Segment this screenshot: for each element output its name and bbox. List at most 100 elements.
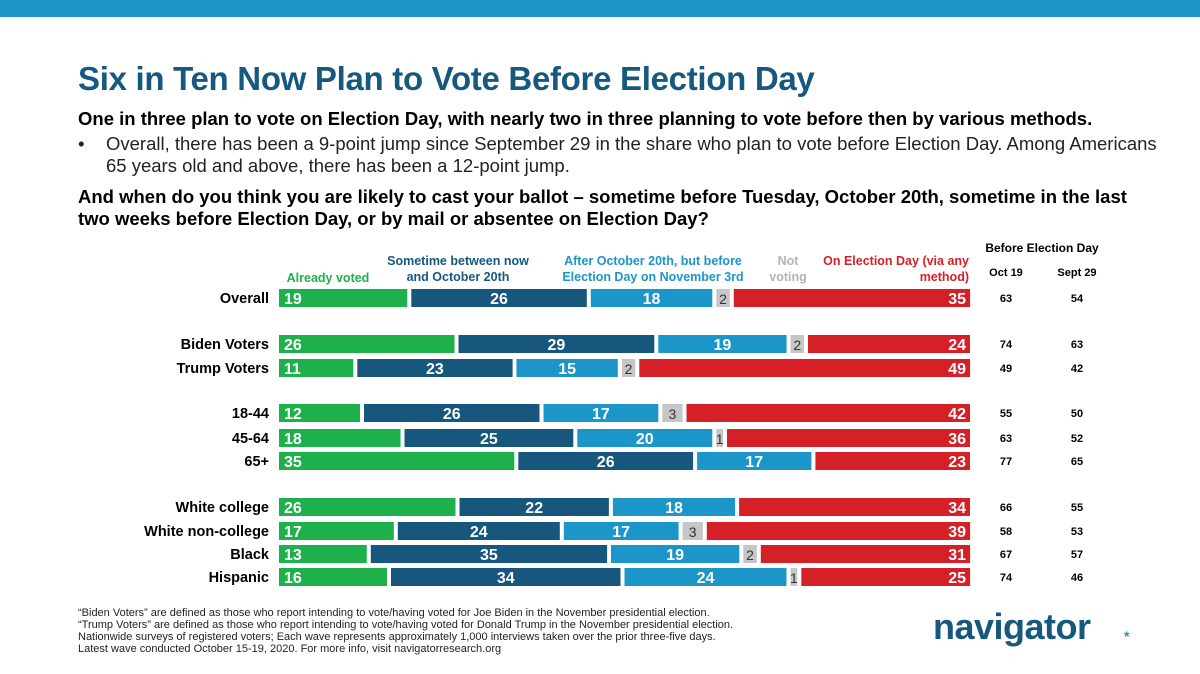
page-subtitle: One in three plan to vote on Election Da… [78,108,1093,129]
side-value-oct19: 77 [1000,456,1012,468]
side-table-header: Before Election Day Oct 19 Sept 29 [985,241,1099,279]
data-label-already-voted: 16 [284,570,302,587]
bar-election-day [760,545,971,563]
bar-already-voted [279,404,360,422]
data-label-election-day: 35 [948,291,966,308]
footnote-biden: “Biden Voters” are defined as those who … [78,607,710,619]
navigator-logo: navigator [933,606,1091,647]
data-label-already-voted: 12 [284,406,302,423]
bar-already-voted [279,545,367,563]
bullet-text: Overall, there has been a 9-point jump s… [106,133,1157,176]
bar-already-voted [279,359,354,377]
side-value-oct19: 58 [1000,526,1012,538]
legend-already-voted: Already voted [287,271,370,285]
data-label-after-oct20: 19 [666,547,684,564]
bar-already-voted [279,568,387,586]
bar-after-oct20 [612,498,736,516]
data-label-after-oct20: 17 [592,406,610,423]
data-label-between-now-oct20: 24 [470,524,488,541]
bar-not-voting [682,522,703,540]
data-label-after-oct20: 18 [643,291,661,308]
bar-after-oct20 [590,289,713,307]
legend-election-day-line1: On Election Day (via any [823,254,969,268]
data-label-between-now-oct20: 29 [548,337,566,354]
bar-between-now-oct20 [364,404,540,422]
bar-not-voting [716,289,730,307]
bar-already-voted [279,335,455,353]
side-value-sept29: 46 [1071,572,1083,584]
data-label-not-voting: 2 [746,547,754,563]
legend-after-line2: Election Day on November 3rd [562,270,743,284]
side-value-oct19: 63 [1000,433,1012,445]
data-label-after-oct20: 15 [558,361,576,378]
bar-not-voting [621,359,636,377]
row-label: 18-44 [232,406,269,422]
side-value-oct19: 67 [1000,549,1012,561]
bar-already-voted [279,289,408,307]
side-value-oct19: 66 [1000,502,1012,514]
data-label-between-now-oct20: 23 [426,361,444,378]
side-value-sept29: 65 [1071,456,1083,468]
legend-not-voting-line2: voting [769,270,807,284]
row-label: White college [176,500,269,516]
data-label-not-voting: 3 [689,524,697,540]
data-label-election-day: 36 [948,431,966,448]
data-label-already-voted: 19 [284,291,302,308]
bar-election-day [733,289,971,307]
bar-not-voting [790,568,798,586]
data-label-election-day: 31 [948,547,966,564]
data-label-election-day: 24 [948,337,966,354]
row-label: Trump Voters [177,361,269,377]
bar-between-now-oct20 [458,335,655,353]
bar-between-now-oct20 [459,498,609,516]
data-label-between-now-oct20: 26 [490,291,508,308]
data-label-after-oct20: 17 [745,454,763,471]
side-value-sept29: 63 [1071,339,1083,351]
bar-between-now-oct20 [404,429,574,447]
bullet-dot: • [78,133,85,154]
bar-already-voted [279,429,401,447]
data-label-after-oct20: 17 [612,524,630,541]
bar-between-now-oct20 [357,359,513,377]
data-label-between-now-oct20: 25 [480,431,498,448]
data-label-already-voted: 35 [284,454,302,471]
data-label-not-voting: 2 [625,361,633,377]
row-labels: Overall Biden Voters Trump Voters 18-44 45-6… [144,291,270,586]
side-value-oct19: 63 [1000,293,1012,305]
data-label-already-voted: 11 [284,361,301,378]
side-value-oct19: 74 [1000,572,1013,584]
bar-already-voted [279,522,394,540]
footnotes: “Biden Voters” are defined as those who … [78,607,898,655]
bar-not-voting [716,429,724,447]
data-label-election-day: 42 [948,406,966,423]
side-value-sept29: 55 [1071,502,1083,514]
data-label-election-day: 49 [948,361,966,378]
side-table-values: 63 54 74 63 49 42 55 50 63 52 77 65 66 55 58 53 67 57 74 46 [1000,293,1084,584]
row-label: Overall [220,291,269,307]
survey-question: And when do you think you are likely to … [78,186,1127,229]
side-value-sept29: 50 [1071,408,1083,420]
bar-after-oct20 [697,452,812,470]
bar-between-now-oct20 [518,452,694,470]
legend-between-line1: Sometime between now [387,254,529,268]
bar-election-day [686,404,970,422]
side-value-sept29: 42 [1071,363,1083,375]
data-label-already-voted: 17 [284,524,302,541]
side-value-sept29: 52 [1071,433,1083,445]
bar-between-now-oct20 [391,568,621,586]
bar-after-oct20 [577,429,713,447]
data-label-between-now-oct20: 26 [443,406,461,423]
data-label-after-oct20: 24 [697,570,715,587]
data-label-not-voting: 2 [793,337,801,353]
row-label: White non-college [144,524,269,540]
bar-election-day [815,452,970,470]
footnote-wave: Latest wave conducted October 15-19, 202… [78,643,502,655]
legend-election-day-line2: method) [920,270,969,284]
data-label-election-day: 23 [948,454,966,471]
row-label: 65+ [244,454,269,470]
legend-between-line2: and October 20th [407,270,510,284]
row-label: Hispanic [209,570,269,586]
side-value-sept29: 57 [1071,549,1083,561]
data-label-election-day: 25 [948,570,966,587]
